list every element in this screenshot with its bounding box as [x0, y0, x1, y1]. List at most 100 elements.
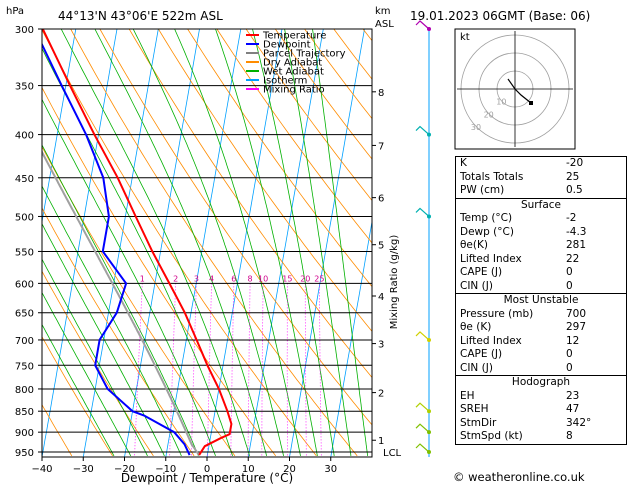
mixing-ratio-line — [169, 283, 177, 456]
isotherm-line — [165, 29, 242, 457]
isotherm-line — [42, 29, 77, 225]
wind-barb — [415, 443, 430, 453]
hodograph-section-title: Hodograph — [511, 376, 571, 388]
hodograph-trace — [507, 78, 532, 104]
mixing-ratio-label: 25 — [314, 274, 324, 283]
wind-barb — [415, 423, 430, 433]
pressure-tick-label: 300 — [15, 25, 34, 36]
mu-value: 0 — [566, 361, 573, 374]
surface-value: -2 — [566, 212, 577, 224]
dry-adiabat-line — [187, 29, 372, 288]
hodograph-ring-label: 20 — [484, 110, 494, 119]
hodograph-ring-label: 30 — [471, 123, 481, 132]
wind-barb-dot — [427, 132, 431, 137]
pressure-gridlines — [42, 28, 372, 453]
x-tick-label: 10 — [242, 464, 255, 475]
mixing-ratio-label: 15 — [282, 274, 292, 283]
legend-label: Mixing Ratio — [263, 85, 325, 96]
isotherm-line — [42, 29, 118, 457]
height-tick-label: 4 — [378, 292, 384, 303]
wind-barb-dot — [427, 214, 431, 219]
wind-barbs — [415, 20, 431, 457]
wind-barb-dot — [427, 409, 431, 414]
mixing-ratio-line — [230, 283, 235, 456]
mixing-ratio-label: 6 — [231, 274, 236, 283]
mixing-ratio-line — [207, 283, 212, 456]
surface-label: θe(K) — [460, 239, 488, 251]
pressure-tick-label: 800 — [15, 385, 34, 396]
lcl-label: LCL — [383, 448, 402, 459]
surface-label: Temp (°C) — [460, 212, 513, 224]
wind-barb — [415, 207, 430, 217]
mu-label: CAPE (J) — [460, 348, 503, 360]
surface-section-title: Surface — [520, 198, 561, 211]
height-tick-label: 7 — [378, 141, 384, 152]
wind-barb-dot — [427, 450, 431, 455]
hodograph-ring-label: 10 — [496, 98, 506, 107]
x-axis-label: Dewpoint / Temperature (°C) — [121, 471, 293, 485]
pressure-tick-label: 700 — [15, 336, 34, 347]
pressure-tick-label: 900 — [15, 428, 34, 439]
dry-adiabat-line — [274, 29, 372, 160]
x-tick-label: 30 — [324, 464, 337, 475]
surface-value: 281 — [566, 239, 587, 251]
profiles — [42, 29, 233, 456]
mixing-ratio-label: 4 — [209, 274, 214, 283]
x-tick-label: −20 — [114, 464, 135, 475]
hodograph-unit: kt — [460, 32, 470, 43]
isotherm-line — [247, 29, 324, 457]
x-tick-label: 0 — [204, 464, 210, 475]
wind-barb-dot — [427, 337, 431, 342]
mixing-ratio-label: 1 — [140, 274, 145, 283]
height-tick-label: 5 — [378, 241, 384, 252]
pressure-tick-label: 950 — [15, 448, 34, 459]
hodo-value: 342° — [566, 416, 592, 429]
mixing-ratio-label: 20 — [300, 274, 310, 283]
index-label: PW (cm) — [460, 184, 505, 196]
temperature-profile-line — [42, 29, 233, 456]
index-value: 0.5 — [566, 184, 583, 196]
mixing-ratio-axis-label: Mixing Ratio (g/kg) — [389, 235, 400, 330]
location-title: 44°13'N 43°06'E 522m ASL — [58, 9, 223, 23]
pressure-tick-label: 400 — [15, 131, 34, 142]
x-tick-label: 20 — [283, 464, 296, 475]
isotherm-line — [330, 219, 372, 457]
dewpoint-profile-line — [42, 42, 191, 456]
legend-label: Isotherm — [263, 76, 307, 87]
hodo-label: SREH — [460, 403, 489, 415]
hodo-label: StmDir — [460, 416, 497, 429]
pressure-tick-label: 850 — [15, 407, 34, 418]
mixing-ratio-line — [318, 283, 322, 456]
dry-adiabat-line — [128, 29, 372, 379]
x-tick-label: −30 — [73, 464, 94, 475]
mixing-ratio-labels: 1 2 3 4 6 8 10 15 20 25 — [140, 274, 325, 283]
index-label: K — [460, 157, 467, 169]
legend-label: Parcel Trajectory — [263, 49, 346, 60]
hodo-label: EH — [460, 389, 475, 402]
isotherm-line — [206, 29, 283, 457]
mu-value: 12 — [566, 334, 580, 347]
mixing-ratio-label: 2 — [173, 274, 178, 283]
mixing-ratio-label: 8 — [248, 274, 253, 283]
mu-label: Lifted Index — [460, 334, 522, 347]
mixing-ratio-line — [134, 283, 143, 456]
pressure-tick-label: 750 — [15, 361, 34, 372]
surface-label: Dewp (°C) — [460, 225, 514, 238]
height-tick-label: 3 — [378, 340, 384, 351]
wind-barb — [415, 331, 430, 341]
hodo-value: 8 — [566, 430, 573, 442]
mu-label: θe (K) — [460, 321, 492, 333]
mu-value: 0 — [566, 348, 573, 360]
x-tick-label: −40 — [31, 464, 52, 475]
hodo-value: 23 — [566, 389, 580, 402]
height-tick-label: 6 — [378, 194, 384, 205]
wind-barb — [415, 125, 430, 136]
wind-barb-dot — [427, 430, 431, 435]
wind-barb-dot — [427, 27, 431, 31]
index-value: 25 — [566, 170, 580, 183]
pressure-unit-label: hPa — [6, 6, 24, 17]
pressure-tick-label: 350 — [15, 82, 34, 93]
